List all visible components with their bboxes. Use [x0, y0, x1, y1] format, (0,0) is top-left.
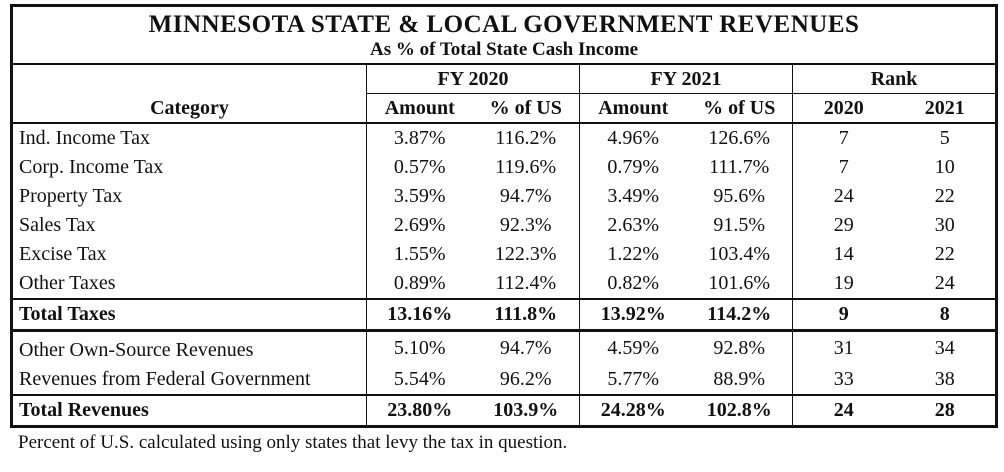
- table-row: Ind. Income Tax 3.87% 116.2% 4.96% 126.6…: [10, 123, 999, 153]
- cell-amount-2020: 5.54%: [393, 368, 446, 390]
- header-fy2020: FY 2020: [366, 64, 580, 94]
- row-category: Other Taxes: [10, 269, 367, 299]
- cell-amount-2021: 13.92%: [579, 298, 687, 332]
- header-rank: Rank: [792, 64, 999, 94]
- cell-amount-2021: 1.22%: [607, 243, 660, 265]
- cell-amount-2021: 0.79%: [607, 156, 660, 178]
- cell-pct-us-2020: 94.7%: [472, 182, 580, 211]
- row-category: Other Own-Source Revenues: [10, 330, 367, 365]
- header-rank-2021: 2021: [894, 93, 999, 124]
- cell-rank-2020: 33: [833, 368, 854, 390]
- cell-amount-2021: 3.49%: [607, 185, 660, 207]
- cell-pct-us-2020: 116.2%: [472, 123, 580, 153]
- header-rank-2020: 2020: [792, 93, 895, 124]
- cell-amount-2020: 23.80%: [366, 394, 473, 428]
- row-category: Corp. Income Tax: [10, 153, 367, 182]
- table-title-cell: MINNESOTA STATE & LOCAL GOVERNMENT REVEN…: [9, 4, 999, 65]
- cell-amount-2020: 2.69%: [393, 214, 446, 236]
- cell-rank-2020: 19: [833, 272, 854, 294]
- cell-rank-2021: 38: [894, 365, 999, 395]
- cell-pct-us-2021: 102.8%: [686, 394, 793, 428]
- cell-rank-2021: 10: [894, 153, 999, 182]
- cell-rank-2020: 29: [833, 214, 854, 236]
- cell-pct-us-2021: 91.5%: [686, 211, 793, 240]
- cell-rank-2020: 7: [838, 156, 849, 178]
- cell-amount-2021: 0.82%: [607, 272, 660, 294]
- cell-amount-2021: 5.77%: [607, 368, 660, 390]
- cell-pct-us-2020: 92.3%: [472, 211, 580, 240]
- cell-pct-us-2020: 122.3%: [472, 240, 580, 269]
- row-category: Sales Tax: [10, 211, 367, 240]
- cell-pct-us-2021: 103.4%: [686, 240, 793, 269]
- cell-amount-2020: 0.57%: [393, 156, 446, 178]
- cell-amount-2021: 4.96%: [607, 127, 660, 149]
- cell-rank-2021: 34: [894, 330, 999, 365]
- table-row: Revenues from Federal Government 5.54% 9…: [10, 365, 999, 395]
- header-amount-2021: Amount: [579, 93, 687, 124]
- table-row: Sales Tax 2.69% 92.3% 2.63% 91.5% 29 30: [10, 211, 999, 240]
- cell-amount-2021: 2.63%: [607, 214, 660, 236]
- total-revenues-row: Total Revenues 23.80% 103.9% 24.28% 102.…: [10, 394, 999, 428]
- header-fy2021: FY 2021: [579, 64, 793, 94]
- cell-rank-2020: 31: [833, 337, 854, 359]
- revenue-table-container: MINNESOTA STATE & LOCAL GOVERNMENT REVEN…: [9, 4, 999, 428]
- revenue-table: MINNESOTA STATE & LOCAL GOVERNMENT REVEN…: [9, 4, 999, 428]
- cell-pct-us-2021: 88.9%: [686, 365, 793, 395]
- table-row: Other Taxes 0.89% 112.4% 0.82% 101.6% 19…: [10, 269, 999, 299]
- cell-amount-2020: 5.10%: [393, 337, 446, 359]
- header-pct-us-2020: % of US: [472, 93, 580, 124]
- cell-pct-us-2021: 114.2%: [686, 298, 793, 332]
- header-amount-2020: Amount: [366, 93, 473, 124]
- cell-rank-2021: 22: [894, 182, 999, 211]
- row-category: Property Tax: [10, 182, 367, 211]
- cell-pct-us-2020: 94.7%: [472, 330, 580, 365]
- cell-pct-us-2021: 95.6%: [686, 182, 793, 211]
- cell-amount-2020: 3.87%: [393, 127, 446, 149]
- header-category: Category: [10, 64, 367, 124]
- row-category: Total Taxes: [10, 298, 367, 332]
- cell-rank-2021: 30: [894, 211, 999, 240]
- table-row: Corp. Income Tax 0.57% 119.6% 0.79% 111.…: [10, 153, 999, 182]
- table-row: Other Own-Source Revenues 5.10% 94.7% 4.…: [10, 330, 999, 365]
- cell-pct-us-2021: 101.6%: [686, 269, 793, 299]
- cell-rank-2021: 22: [894, 240, 999, 269]
- cell-amount-2020: 13.16%: [366, 298, 473, 332]
- cell-rank-2021: 5: [894, 123, 999, 153]
- cell-rank-2021: 28: [894, 394, 999, 428]
- cell-rank-2020: 7: [838, 127, 849, 149]
- cell-rank-2021: 8: [894, 298, 999, 332]
- row-category: Ind. Income Tax: [10, 123, 367, 153]
- cell-rank-2020: 9: [792, 298, 895, 332]
- cell-pct-us-2020: 103.9%: [472, 394, 580, 428]
- cell-rank-2020: 14: [833, 243, 854, 265]
- cell-amount-2021: 4.59%: [607, 337, 660, 359]
- cell-amount-2021: 24.28%: [579, 394, 687, 428]
- cell-pct-us-2020: 119.6%: [472, 153, 580, 182]
- cell-pct-us-2020: 111.8%: [472, 298, 580, 332]
- cell-rank-2020: 24: [792, 394, 895, 428]
- row-category: Excise Tax: [10, 240, 367, 269]
- total-taxes-row: Total Taxes 13.16% 111.8% 13.92% 114.2% …: [10, 298, 999, 332]
- table-subtitle: As % of Total State Cash Income: [369, 39, 639, 60]
- table-row: Property Tax 3.59% 94.7% 3.49% 95.6% 24 …: [10, 182, 999, 211]
- cell-pct-us-2021: 126.6%: [686, 123, 793, 153]
- row-category: Revenues from Federal Government: [10, 365, 367, 395]
- row-category: Total Revenues: [10, 394, 367, 428]
- cell-rank-2021: 24: [894, 269, 999, 299]
- cell-amount-2020: 3.59%: [393, 185, 446, 207]
- cell-pct-us-2020: 96.2%: [472, 365, 580, 395]
- footnote: Percent of U.S. calculated using only st…: [18, 432, 568, 453]
- table-row: Excise Tax 1.55% 122.3% 1.22% 103.4% 14 …: [10, 240, 999, 269]
- header-pct-us-2021: % of US: [686, 93, 793, 124]
- cell-pct-us-2021: 111.7%: [686, 153, 793, 182]
- cell-rank-2020: 24: [833, 185, 854, 207]
- cell-amount-2020: 0.89%: [393, 272, 446, 294]
- table-title: MINNESOTA STATE & LOCAL GOVERNMENT REVEN…: [148, 11, 860, 38]
- cell-pct-us-2020: 112.4%: [472, 269, 580, 299]
- cell-amount-2020: 1.55%: [393, 243, 446, 265]
- cell-pct-us-2021: 92.8%: [686, 330, 793, 365]
